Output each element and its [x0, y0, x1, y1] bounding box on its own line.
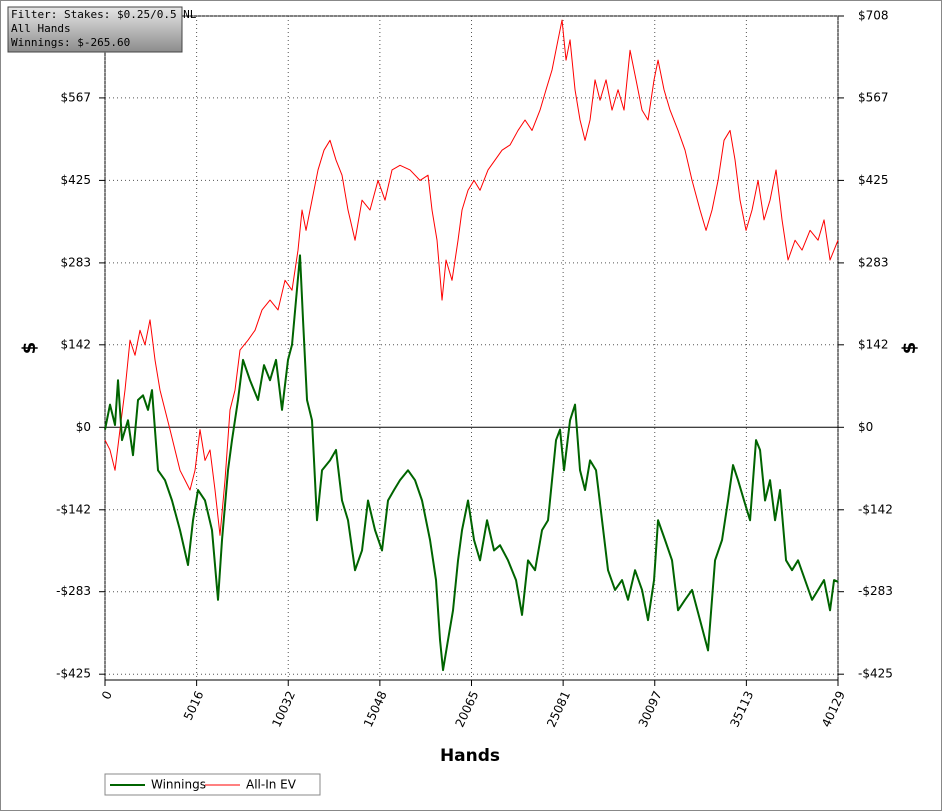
filter-box: Filter: Stakes: $0.25/0.5 NL All Hands W… — [7, 6, 197, 53]
filter-line: Filter: Stakes: $0.25/0.5 NL — [11, 8, 197, 21]
x-axis-label: Hands — [440, 746, 500, 766]
filter-box-bg — [7, 6, 183, 53]
y2-tick-label: $283 — [858, 255, 889, 269]
legend-label: Winnings — [151, 778, 206, 792]
grid — [104, 15, 839, 680]
legend-label: All-In EV — [246, 778, 297, 792]
legend: Winnings All-In EV — [104, 773, 321, 796]
y2-tick-label: -$425 — [858, 667, 893, 681]
y-tick-label: -$283 — [56, 584, 91, 598]
series-line — [104, 254, 839, 672]
y-tick-label: $0 — [76, 420, 91, 434]
y-tick-label: -$425 — [56, 667, 91, 681]
filter-line: Winnings: $-265.60 — [11, 36, 130, 49]
y2-tick-label: $567 — [858, 90, 889, 104]
y2-tick-label: $0 — [858, 420, 873, 434]
filter-line: All Hands — [11, 22, 71, 35]
y2-axis-label: $ — [899, 342, 920, 355]
series-line — [104, 19, 839, 536]
y2-tick-label: $708 — [858, 9, 889, 23]
y-tick-label: $142 — [60, 337, 91, 351]
y-tick-label: $283 — [60, 255, 91, 269]
y2-tick-label: -$142 — [858, 502, 893, 516]
y-axis-label: $ — [19, 342, 40, 355]
lines — [104, 19, 839, 672]
y2-tick-label: -$283 — [858, 584, 893, 598]
y-tick-label: -$142 — [56, 502, 91, 516]
y-tick-label: $567 — [60, 90, 91, 104]
y2-tick-label: $142 — [858, 337, 889, 351]
y2-tick-label: $425 — [858, 173, 889, 187]
y-tick-label: $425 — [60, 173, 91, 187]
